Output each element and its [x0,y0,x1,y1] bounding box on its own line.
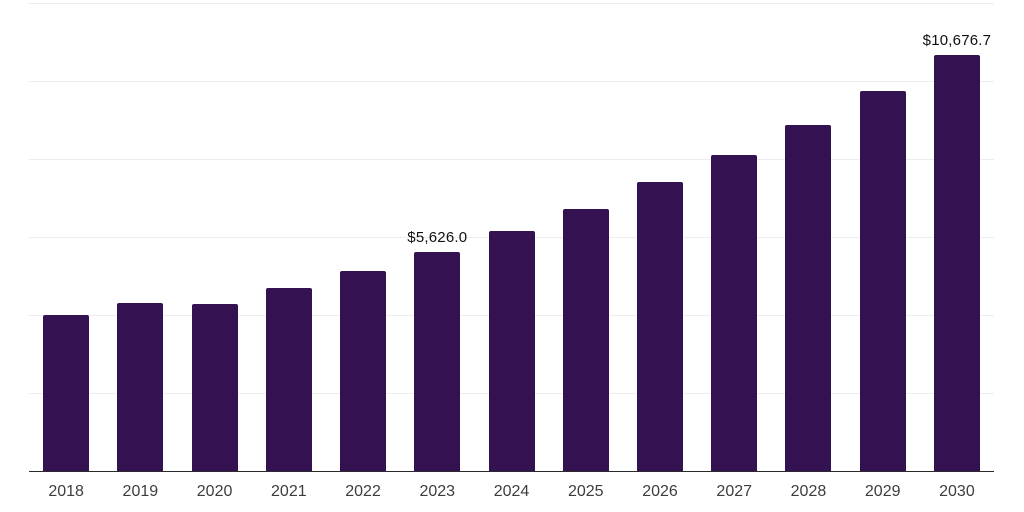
x-axis-label-2021: 2021 [271,483,307,500]
bar-slot-2025 [549,3,623,471]
bar-slot-2022 [326,3,400,471]
bar-slot-2021 [252,3,326,471]
gridline-8000 [29,159,994,160]
bar-slot-2026 [623,3,697,471]
bar-2020 [191,304,238,471]
bar-slot-2024 [474,3,548,471]
bar-2022 [340,271,387,471]
x-axis-label-2023: 2023 [419,483,456,500]
bar-value-label-2023: $5,626.0 [407,229,468,246]
x-axis-label-2029: 2029 [864,483,901,500]
bar-slot-2019 [103,3,177,471]
bar-2028 [785,125,832,471]
x-axis-label-2025: 2025 [567,483,604,500]
plot-area: $5,626.0 $10,676.7 [29,3,994,472]
x-axis-label-2026: 2026 [642,483,678,500]
bars-container: $5,626.0 $10,676.7 [29,3,994,471]
x-axis-labels-row: 2018 2019 2020 2021 2022 2023 2024 2025 2026 2027… [29,482,994,501]
bar-2018 [43,315,90,471]
bar-slot-2028 [771,3,845,471]
x-axis-label-2024: 2024 [493,483,530,500]
bar-2023 [414,252,461,471]
x-axis-label-2028: 2028 [790,483,827,500]
bar-2029 [859,91,906,471]
bar-value-label-2030: $10,676.7 [922,32,992,49]
bar-2025 [562,209,609,471]
bar-slot-2029 [846,3,920,471]
bar-slot-2020 [177,3,251,471]
x-axis-label-2020: 2020 [196,483,233,500]
bar-slot-2030: $10,676.7 [920,3,994,471]
bar-2021 [265,288,312,471]
x-axis-label-2027: 2027 [716,483,753,500]
bar-slot-2018 [29,3,103,471]
bar-slot-2023: $5,626.0 [400,3,474,471]
bar-2024 [488,231,535,471]
bar-slot-2027 [697,3,771,471]
bar-2026 [636,182,683,471]
bar-2019 [117,303,164,471]
gridline-10000 [29,81,994,82]
bar-2027 [711,155,758,471]
bar-2030 [933,55,980,471]
x-axis-label-2018: 2018 [48,483,84,500]
x-axis-label-2022: 2022 [345,483,381,500]
gridline-12000 [29,3,994,4]
x-axis-label-2019: 2019 [122,483,159,500]
x-axis-label-2030: 2030 [939,483,975,500]
